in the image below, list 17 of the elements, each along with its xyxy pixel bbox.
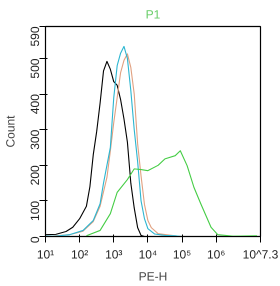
x-tick-label: 10¹ — [36, 248, 54, 262]
x-tick-label: 10⁴ — [138, 248, 158, 262]
y-tick-label: 590 — [28, 26, 42, 47]
y-tick-label: 100 — [28, 200, 42, 221]
text: P1 — [146, 8, 161, 22]
y-tick-label: 200 — [28, 164, 42, 186]
y-tick-label: 500 — [28, 58, 42, 79]
y-tick-label: 300 — [28, 129, 42, 150]
y-axis-title: Count — [4, 114, 18, 148]
x-tick-label: 10⁵ — [172, 248, 192, 262]
y-tick-label: 400 — [28, 94, 42, 114]
x-tick-label: 10^7.3 — [242, 248, 279, 262]
x-tick-label: 10² — [70, 248, 88, 262]
x-tick-label: 10³ — [105, 248, 122, 262]
x-tick-label: 10⁶ — [206, 248, 226, 262]
y-tick-label: 0 — [28, 236, 42, 244]
x-axis-title: PE-H — [138, 270, 168, 284]
